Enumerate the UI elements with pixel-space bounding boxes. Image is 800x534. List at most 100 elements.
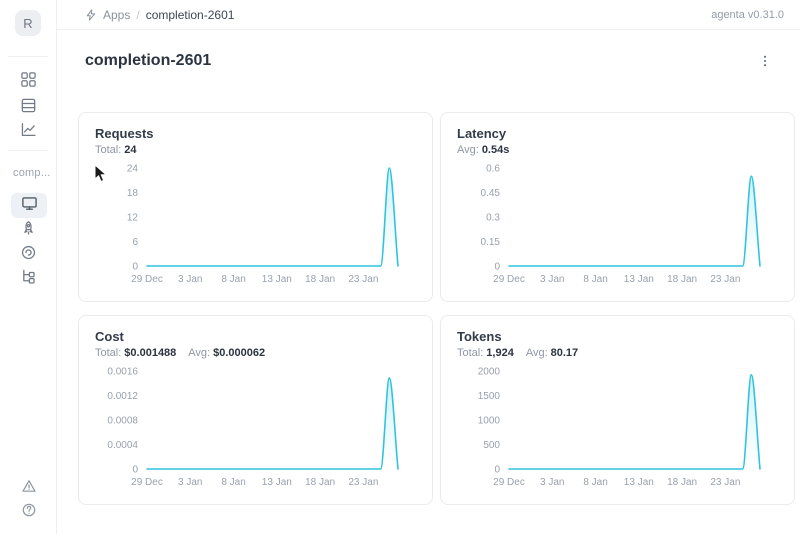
y-tick-label: 1000 [478,416,501,427]
requests-card: Requests Total: 24 24 18 12 6 0 29 Dec 3 Jan 8 J… [78,112,433,302]
latency-chart[interactable]: 0.6 0.45 0.3 0.15 029 Dec 3 Jan 8 Jan 13 Jan 18 … [457,162,780,288]
chart-title: Latency [457,126,507,141]
rail-divider [8,56,48,57]
y-tick-label: 2000 [478,367,501,378]
sidebar-item-help[interactable] [0,501,57,523]
main-content: completion-2601 Requests Total: 24 24 18 12… [57,30,800,534]
stat-label: Total: [95,144,122,156]
y-tick-label: 1500 [478,391,501,402]
stat-value: 24 [124,144,137,156]
latency-card: Latency Avg: 0.54s 0.6 0.45 0.3 0.15 0 29 Dec 3… [440,112,795,302]
x-tick-label: 13 Jan [624,477,654,488]
stat: Avg: $0.000062 [188,347,265,359]
y-tick-label: 18 [127,188,139,199]
sidebar-item-overview[interactable] [11,193,47,218]
sidebar-item-evaluations[interactable] [0,244,57,266]
x-tick-label: 18 Jan [667,274,697,285]
sidebar-rail: R comp... [0,0,57,534]
stat-value: 80.17 [550,347,579,359]
stat: Total: 24 [95,144,137,156]
chart-area [509,374,760,469]
stat: Total: 1,924 [457,347,514,359]
rail-divider [8,150,48,151]
stat: Total: $0.001488 [95,347,176,359]
tree-icon [20,268,37,290]
chart-area [147,377,398,469]
rocket-icon [20,220,37,242]
grid-icon [20,71,37,93]
stat-label: Avg: [525,347,548,359]
y-tick-label: 0 [132,262,138,273]
sidebar-item-registry[interactable] [0,97,57,119]
metrics-grid: Requests Total: 24 24 18 12 6 0 29 Dec 3 Jan 8 J… [78,112,795,505]
y-tick-label: 12 [127,213,139,224]
x-tick-label: 18 Jan [305,477,335,488]
current-app-label: comp... [13,167,51,179]
stat-label: Total: [457,347,484,359]
breadcrumb: Apps / completion-2601 [85,8,234,22]
stat-value: $0.000062 [213,347,266,359]
x-tick-label: 29 Dec [131,274,163,285]
sidebar-item-alerts[interactable] [0,477,57,499]
y-tick-label: 0.6 [486,164,500,175]
page-title: completion-2601 [85,52,212,69]
top-bar: Apps / completion-2601 agenta v0.31.0 [57,0,800,30]
x-tick-label: 3 Jan [178,274,202,285]
breadcrumb-current: completion-2601 [145,7,235,22]
monitor-icon [21,195,38,217]
sidebar-item-observability[interactable] [0,121,57,143]
x-tick-label: 3 Jan [540,274,564,285]
x-tick-label: 23 Jan [348,274,378,285]
x-tick-label: 8 Jan [583,274,607,285]
chart-line [508,175,761,267]
y-tick-label: 0.0012 [107,391,138,402]
requests-chart[interactable]: 24 18 12 6 029 Dec 3 Jan 8 Jan 13 Jan 18 Jan 23 J… [95,162,418,288]
chart-stats: Avg: 0.54s [457,144,778,156]
bolt-icon [85,8,97,21]
help-circle-icon [21,502,37,523]
registry-icon [20,97,37,119]
chart-line [146,377,399,470]
y-tick-label: 500 [483,440,500,451]
chart-title: Requests [95,126,154,141]
y-tick-label: 24 [127,164,139,175]
sidebar-item-playground[interactable] [0,220,57,242]
x-tick-label: 3 Jan [540,477,564,488]
x-tick-label: 8 Jan [221,477,245,488]
y-tick-label: 6 [132,237,138,248]
x-tick-label: 18 Jan [667,477,697,488]
x-tick-label: 13 Jan [624,274,654,285]
x-tick-label: 29 Dec [493,274,525,285]
cost-chart[interactable]: 0.0016 0.0012 0.0008 0.0004 029 Dec 3 Jan 8 Ja… [95,365,418,491]
stat: Avg: 80.17 [526,347,578,359]
y-tick-label: 0.0008 [107,416,138,427]
chart-line [508,373,761,470]
stat: Avg: 0.54s [457,144,509,156]
stat-value: $0.001488 [124,347,177,359]
swirl-icon [20,244,37,266]
y-tick-label: 0.0004 [107,440,138,451]
chart-title: Tokens [457,329,502,344]
breadcrumb-apps-link[interactable]: Apps [103,7,131,22]
chart-area [147,168,398,266]
x-tick-label: 29 Dec [131,477,163,488]
stat-label: Avg: [457,144,479,156]
sidebar-item-traces[interactable] [0,268,57,290]
y-tick-label: 0 [132,465,138,476]
chart-stats: Total: 1,924 Avg: 80.17 [457,347,778,359]
x-tick-label: 8 Jan [583,477,607,488]
tokens-chart[interactable]: 2000 1500 1000 500 029 Dec 3 Jan 8 Jan 13 Jan 18… [457,365,780,491]
more-options-button[interactable] [756,54,774,72]
workspace-avatar[interactable]: R [15,10,41,36]
stat-label: Total: [95,347,122,359]
sidebar-item-apps[interactable] [0,71,57,93]
y-tick-label: 0.15 [481,237,501,248]
chart-area [509,176,760,266]
cost-card: Cost Total: $0.001488 Avg: $0.000062 0.0016… [78,315,433,505]
x-tick-label: 23 Jan [710,477,740,488]
app-version: agenta v0.31.0 [711,8,784,21]
tokens-card: Tokens Total: 1,924 Avg: 80.17 2000 1500 1000… [440,315,795,505]
y-tick-label: 0 [494,262,500,273]
stat-value: 0.54s [481,144,510,156]
y-tick-label: 0.45 [481,188,501,199]
